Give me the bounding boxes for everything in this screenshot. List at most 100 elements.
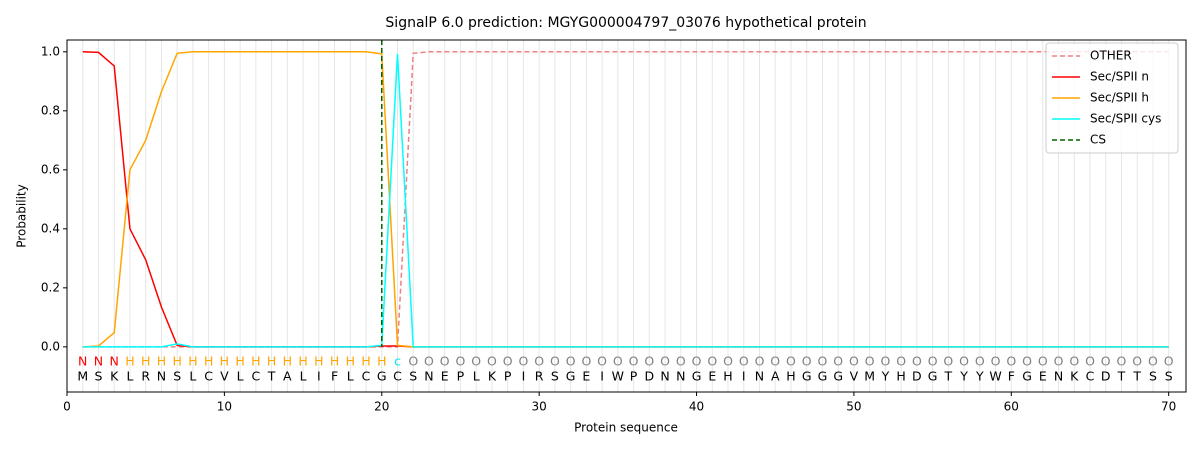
legend-label: Sec/SPII n xyxy=(1090,70,1149,84)
residue-label: O xyxy=(471,354,481,369)
residue: N xyxy=(660,369,669,384)
residue: C xyxy=(204,369,213,384)
residue-label: O xyxy=(833,354,843,369)
residue-label: O xyxy=(456,354,466,369)
y-axis-label: Probability xyxy=(15,184,29,247)
residue: M xyxy=(864,369,875,384)
residue-label: O xyxy=(597,354,607,369)
residue: G xyxy=(928,369,938,384)
residue: I xyxy=(600,369,604,384)
y-tick-label: 0.0 xyxy=(41,339,60,353)
chart-title: SignalP 6.0 prediction: MGYG000004797_03… xyxy=(385,15,866,31)
residue-label: O xyxy=(1022,354,1032,369)
x-tick-label: 30 xyxy=(532,400,547,414)
residue: G xyxy=(802,369,812,384)
legend-label: Sec/SPII cys xyxy=(1090,112,1161,126)
y-tick-label: 1.0 xyxy=(41,44,60,58)
residue: E xyxy=(1039,369,1047,384)
residue-label: O xyxy=(786,354,796,369)
residue-label: O xyxy=(1148,354,1158,369)
residue-label: O xyxy=(660,354,670,369)
residue-label: O xyxy=(896,354,906,369)
residue: E xyxy=(441,369,449,384)
residue-label: O xyxy=(1038,354,1048,369)
residue: L xyxy=(126,369,133,384)
residue-label: O xyxy=(424,354,434,369)
residue: S xyxy=(409,369,417,384)
residue-label: H xyxy=(346,354,355,369)
residue: K xyxy=(110,369,119,384)
residue-label: O xyxy=(566,354,576,369)
residue-label: O xyxy=(487,354,497,369)
residue-label: H xyxy=(235,354,244,369)
residue: Y xyxy=(881,369,890,384)
residue: H xyxy=(896,369,905,384)
residue-label: O xyxy=(581,354,591,369)
residue: Y xyxy=(959,369,968,384)
residue-label: c xyxy=(394,354,401,369)
residue-label: O xyxy=(1069,354,1079,369)
residue-label: H xyxy=(267,354,276,369)
residue: N xyxy=(676,369,685,384)
residue-label: O xyxy=(534,354,544,369)
residue: W xyxy=(612,369,624,384)
residue: H xyxy=(786,369,795,384)
legend-label: OTHER xyxy=(1090,49,1132,63)
residue-label: O xyxy=(408,354,418,369)
residue: M xyxy=(77,369,88,384)
y-tick-label: 0.6 xyxy=(41,162,60,176)
residue: R xyxy=(141,369,150,384)
residue-label: O xyxy=(644,354,654,369)
x-tick-label: 10 xyxy=(217,400,232,414)
residue: I xyxy=(317,369,321,384)
residue: L xyxy=(473,369,480,384)
residue: K xyxy=(488,369,497,384)
residue: P xyxy=(630,369,638,384)
residue: S xyxy=(1165,369,1173,384)
residue-label: H xyxy=(283,354,292,369)
residue-label: H xyxy=(251,354,260,369)
residue-label: O xyxy=(1085,354,1095,369)
residue-label: O xyxy=(975,354,985,369)
x-tick-label: 0 xyxy=(63,400,71,414)
residue-label: H xyxy=(330,354,339,369)
residue: N xyxy=(1054,369,1063,384)
residue: F xyxy=(331,369,338,384)
residue-label: O xyxy=(503,354,513,369)
residue: C xyxy=(393,369,402,384)
x-tick-label: 20 xyxy=(374,400,389,414)
residue: R xyxy=(535,369,544,384)
residue-label: O xyxy=(518,354,528,369)
residue-label: O xyxy=(1164,354,1174,369)
series-line xyxy=(82,51,1169,348)
residue: D xyxy=(645,369,655,384)
residue: T xyxy=(1132,369,1141,384)
residue: E xyxy=(582,369,590,384)
residue-label: H xyxy=(204,354,213,369)
y-tick-label: 0.2 xyxy=(41,280,60,294)
residue-label: O xyxy=(629,354,639,369)
residue: G xyxy=(1022,369,1032,384)
legend-box xyxy=(1045,42,1179,154)
residue-label: O xyxy=(912,354,922,369)
residue: P xyxy=(457,369,465,384)
x-tick-label: 50 xyxy=(846,400,861,414)
residue-label: N xyxy=(94,354,103,369)
residue-label: O xyxy=(991,354,1001,369)
residue-label: O xyxy=(1054,354,1064,369)
residue: E xyxy=(708,369,716,384)
residue-label: H xyxy=(125,354,134,369)
residue: N xyxy=(755,369,764,384)
residue-label: O xyxy=(849,354,859,369)
series-line xyxy=(82,53,1169,348)
residue: N xyxy=(157,369,166,384)
residue-label: H xyxy=(361,354,370,369)
series-line xyxy=(82,51,1169,348)
residue-label: O xyxy=(723,354,733,369)
residue: C xyxy=(1086,369,1095,384)
residue: D xyxy=(912,369,922,384)
residue: S xyxy=(551,369,559,384)
residue: C xyxy=(362,369,371,384)
residue-label: O xyxy=(1101,354,1111,369)
